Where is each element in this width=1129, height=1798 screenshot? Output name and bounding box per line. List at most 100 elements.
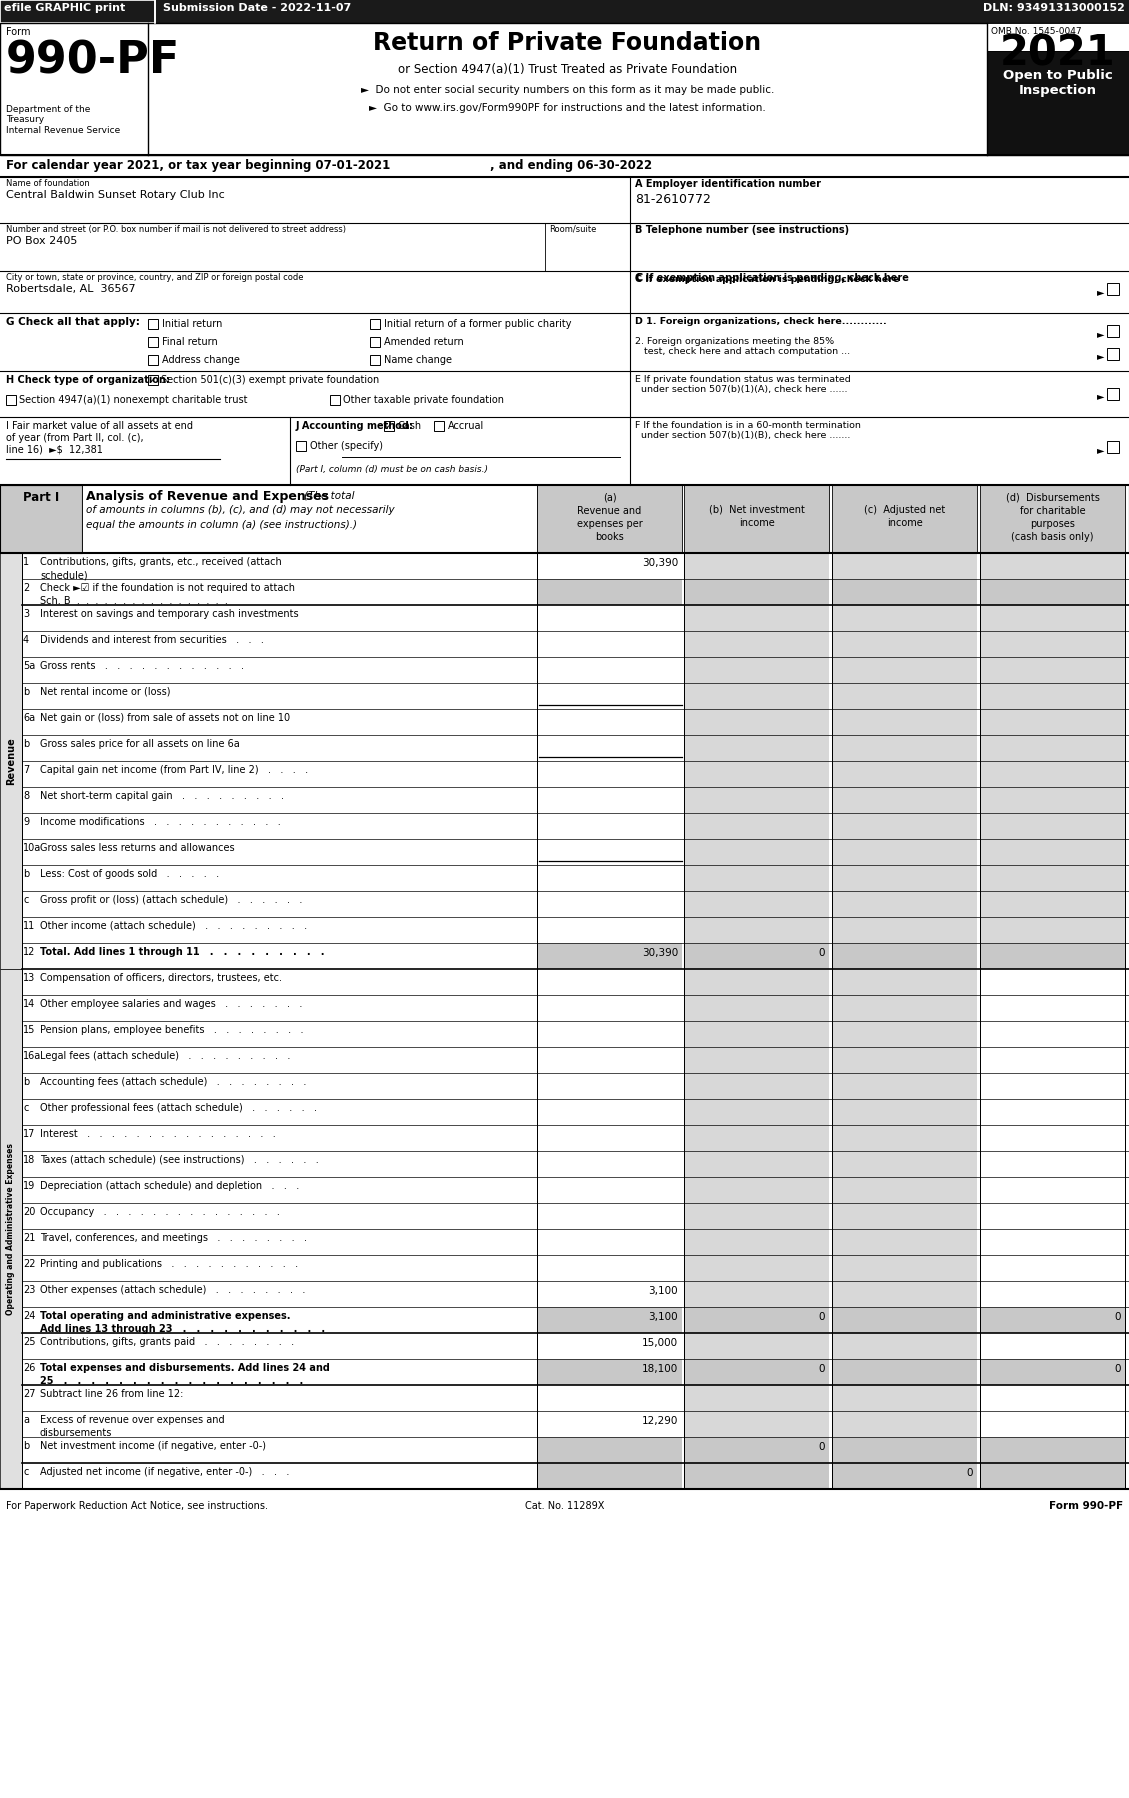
Bar <box>980 1359 1124 1384</box>
Text: Analysis of Revenue and Expenses: Analysis of Revenue and Expenses <box>86 491 333 503</box>
Bar <box>684 579 829 604</box>
Bar <box>832 1151 977 1178</box>
Bar <box>684 485 829 554</box>
Text: purposes: purposes <box>1030 520 1075 529</box>
Bar <box>832 631 977 656</box>
Bar <box>980 840 1124 865</box>
Text: Address change: Address change <box>161 354 239 365</box>
Text: Part I: Part I <box>23 491 59 503</box>
Text: Occupancy   .   .   .   .   .   .   .   .   .   .   .   .   .   .   .: Occupancy . . . . . . . . . . . . . . . <box>40 1206 280 1217</box>
Text: 3: 3 <box>23 610 29 619</box>
Text: Net short-term capital gain   .   .   .   .   .   .   .   .   .: Net short-term capital gain . . . . . . … <box>40 791 285 800</box>
Bar <box>684 761 829 788</box>
Text: 13: 13 <box>23 973 35 984</box>
Text: , and ending 06-30-2022: , and ending 06-30-2022 <box>490 158 653 173</box>
Bar <box>384 421 394 432</box>
Text: Central Baldwin Sunset Rotary Club Inc: Central Baldwin Sunset Rotary Club Inc <box>6 191 225 200</box>
Bar <box>832 1099 977 1126</box>
Bar <box>832 683 977 708</box>
Bar <box>832 1021 977 1046</box>
Bar <box>832 656 977 683</box>
Bar <box>684 969 829 994</box>
Bar <box>980 631 1124 656</box>
Text: Net investment income (if negative, enter -0-): Net investment income (if negative, ente… <box>40 1440 266 1451</box>
Text: 18,100: 18,100 <box>641 1365 679 1374</box>
Text: For Paperwork Reduction Act Notice, see instructions.: For Paperwork Reduction Act Notice, see … <box>6 1501 268 1510</box>
Text: b: b <box>23 868 29 879</box>
Text: ►: ► <box>1097 444 1104 455</box>
Text: Contributions, gifts, grants, etc., received (attach: Contributions, gifts, grants, etc., rece… <box>40 557 282 566</box>
Bar <box>330 396 340 405</box>
Bar <box>1108 282 1119 295</box>
Text: 4: 4 <box>23 635 29 645</box>
Text: 27: 27 <box>23 1390 35 1399</box>
Bar <box>1108 325 1119 336</box>
Bar <box>987 50 1129 155</box>
Bar <box>832 485 977 554</box>
Text: 3,100: 3,100 <box>648 1286 679 1296</box>
Text: 19: 19 <box>23 1181 35 1190</box>
Bar <box>684 865 829 892</box>
Text: E If private foundation status was terminated
  under section 507(b)(1)(A), chec: E If private foundation status was termi… <box>634 376 851 394</box>
Bar <box>832 840 977 865</box>
Bar <box>370 336 380 347</box>
Text: (b)  Net investment: (b) Net investment <box>709 505 805 514</box>
Text: 0: 0 <box>1114 1365 1121 1374</box>
Bar <box>296 441 306 451</box>
Bar <box>832 942 977 969</box>
Bar <box>684 554 829 579</box>
Text: Compensation of officers, directors, trustees, etc.: Compensation of officers, directors, tru… <box>40 973 282 984</box>
Text: Excess of revenue over expenses and: Excess of revenue over expenses and <box>40 1415 225 1426</box>
Text: Subtract line 26 from line 12:: Subtract line 26 from line 12: <box>40 1390 183 1399</box>
Text: Other expenses (attach schedule)   .   .   .   .   .   .   .   .: Other expenses (attach schedule) . . . .… <box>40 1286 305 1295</box>
Bar <box>987 23 1129 50</box>
Text: Robertsdale, AL  36567: Robertsdale, AL 36567 <box>6 284 135 295</box>
Text: Initial return: Initial return <box>161 318 222 329</box>
Bar <box>980 1464 1124 1489</box>
Bar <box>980 656 1124 683</box>
Bar <box>832 1178 977 1203</box>
Text: A Employer identification number: A Employer identification number <box>634 180 821 189</box>
Text: 9: 9 <box>23 816 29 827</box>
Text: Total expenses and disbursements. Add lines 24 and: Total expenses and disbursements. Add li… <box>40 1363 330 1374</box>
Text: 30,390: 30,390 <box>641 557 679 568</box>
Bar <box>980 683 1124 708</box>
Text: PO Box 2405: PO Box 2405 <box>6 236 78 246</box>
Text: 0: 0 <box>819 948 825 958</box>
Bar <box>684 1099 829 1126</box>
Bar <box>832 1230 977 1255</box>
Text: ✓: ✓ <box>385 421 393 432</box>
Bar <box>980 761 1124 788</box>
Text: Gross rents   .   .   .   .   .   .   .   .   .   .   .   .: Gross rents . . . . . . . . . . . . <box>40 662 244 671</box>
Text: Legal fees (attach schedule)   .   .   .   .   .   .   .   .   .: Legal fees (attach schedule) . . . . . .… <box>40 1052 290 1061</box>
Text: 10a: 10a <box>23 843 42 852</box>
Text: a: a <box>23 1415 29 1426</box>
Bar <box>684 1178 829 1203</box>
Bar <box>832 604 977 631</box>
Text: 12: 12 <box>23 948 35 957</box>
Bar <box>684 1203 829 1230</box>
Text: 6a: 6a <box>23 714 35 723</box>
Bar <box>832 735 977 761</box>
Text: 990-PF: 990-PF <box>6 40 181 83</box>
Text: Operating and Administrative Expenses: Operating and Administrative Expenses <box>7 1144 16 1314</box>
Bar <box>980 892 1124 917</box>
Bar <box>6 396 16 405</box>
Bar <box>832 1332 977 1359</box>
Text: I Fair market value of all assets at end: I Fair market value of all assets at end <box>6 421 193 432</box>
Text: books: books <box>595 532 624 541</box>
Text: (Part I, column (d) must be on cash basis.): (Part I, column (d) must be on cash basi… <box>296 466 488 475</box>
Text: Accrual: Accrual <box>448 421 484 432</box>
Text: Travel, conferences, and meetings   .   .   .   .   .   .   .   .: Travel, conferences, and meetings . . . … <box>40 1233 307 1242</box>
Bar <box>537 942 682 969</box>
Bar <box>684 1359 829 1384</box>
Text: (a): (a) <box>603 493 616 503</box>
Text: Income modifications   .   .   .   .   .   .   .   .   .   .   .: Income modifications . . . . . . . . . .… <box>40 816 281 827</box>
Text: 7: 7 <box>23 764 29 775</box>
Text: of year (from Part II, col. (c),: of year (from Part II, col. (c), <box>6 433 143 442</box>
Bar <box>148 354 158 365</box>
Text: Taxes (attach schedule) (see instructions)   .   .   .   .   .   .: Taxes (attach schedule) (see instruction… <box>40 1154 318 1165</box>
Text: 17: 17 <box>23 1129 35 1138</box>
Text: 30,390: 30,390 <box>641 948 679 958</box>
Text: or Section 4947(a)(1) Trust Treated as Private Foundation: or Section 4947(a)(1) Trust Treated as P… <box>397 63 737 76</box>
